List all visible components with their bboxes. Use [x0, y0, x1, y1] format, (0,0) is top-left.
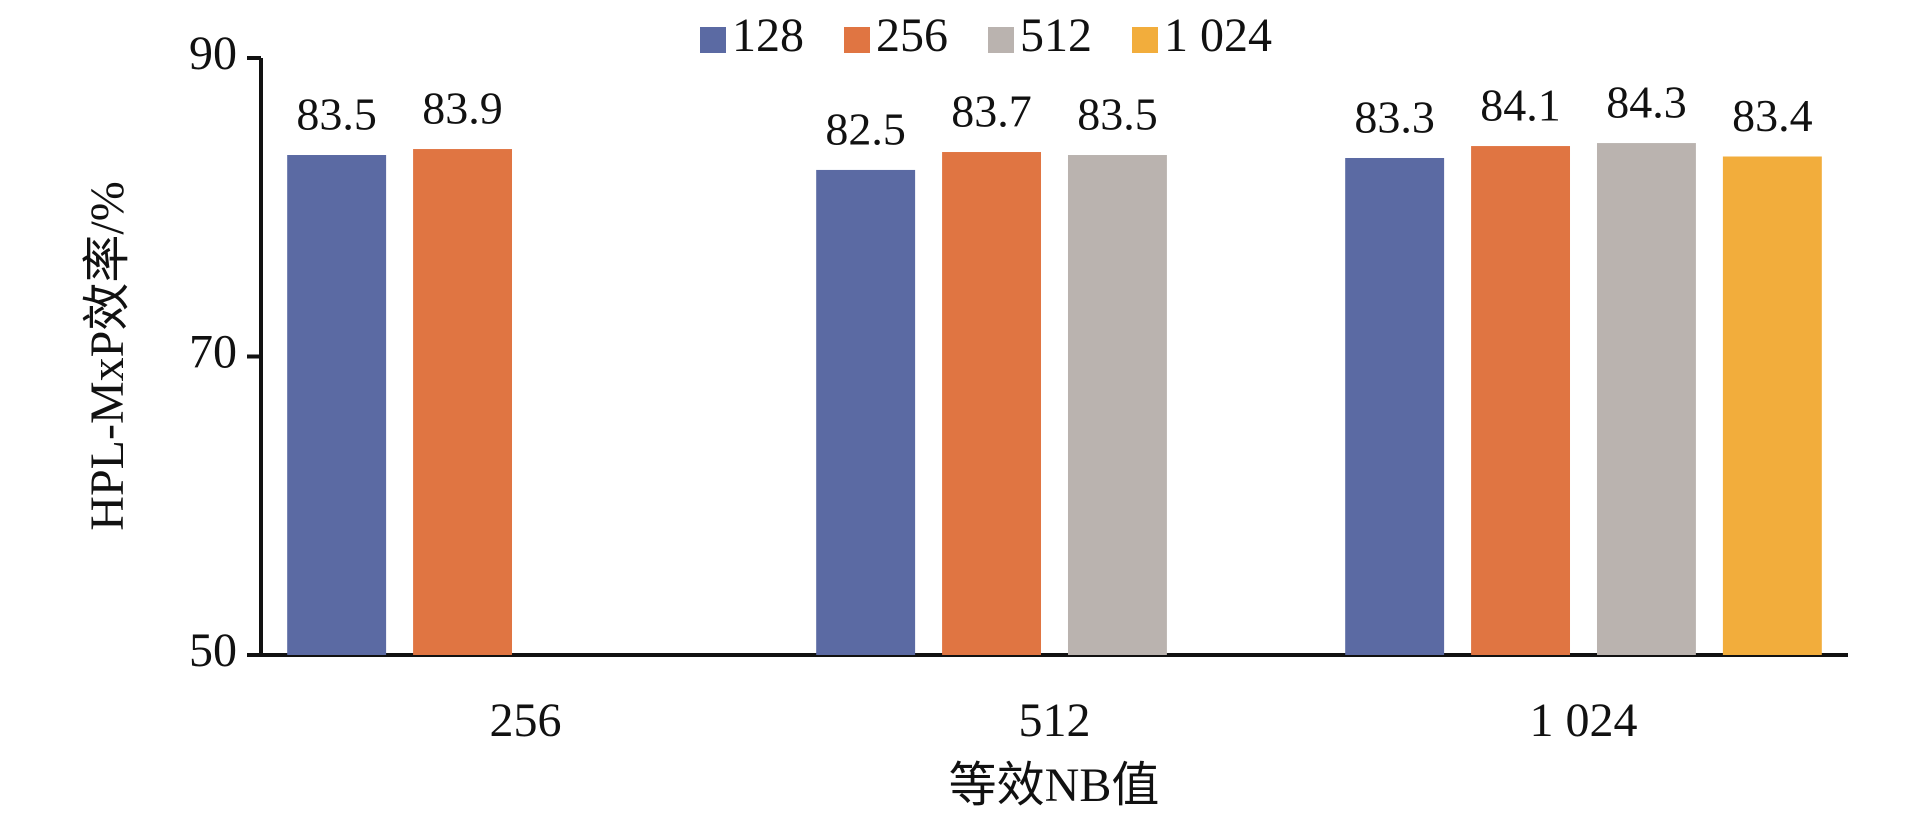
value-label: 82.5: [825, 104, 906, 155]
legend-label: 128: [732, 9, 804, 62]
legend-label: 512: [1020, 9, 1092, 62]
y-axis-label: HPL-MxP效率/%: [81, 181, 134, 530]
legend-swatch: [700, 27, 726, 53]
legend-swatch: [1132, 27, 1158, 53]
y-tick-label: 90: [189, 27, 237, 80]
value-label: 83.3: [1354, 92, 1435, 143]
bar: [1596, 143, 1696, 655]
legend-swatch: [844, 27, 870, 53]
y-tick-label: 50: [189, 624, 237, 677]
value-label: 83.7: [951, 86, 1032, 137]
value-label: 84.3: [1606, 77, 1687, 128]
bar: [1067, 155, 1167, 655]
y-tick-label: 70: [189, 326, 237, 379]
bar: [816, 169, 916, 655]
value-label: 83.5: [296, 89, 377, 140]
bar: [1471, 146, 1571, 655]
value-label: 83.5: [1077, 89, 1158, 140]
bar: [287, 155, 387, 655]
bar: [942, 152, 1042, 655]
x-tick-label: 1 024: [1530, 694, 1638, 747]
x-axis-label: 等效NB值: [949, 759, 1160, 812]
value-label: 83.4: [1732, 90, 1813, 141]
legend-swatch: [988, 27, 1014, 53]
bar: [1722, 156, 1822, 655]
x-tick-label: 256: [490, 694, 562, 747]
value-label: 83.9: [422, 83, 503, 134]
value-label: 84.1: [1480, 80, 1561, 131]
legend-label: 1 024: [1164, 9, 1272, 62]
legend-label: 256: [876, 9, 948, 62]
bar: [413, 149, 513, 656]
bar: [1345, 157, 1445, 655]
x-tick-label: 512: [1019, 694, 1091, 747]
